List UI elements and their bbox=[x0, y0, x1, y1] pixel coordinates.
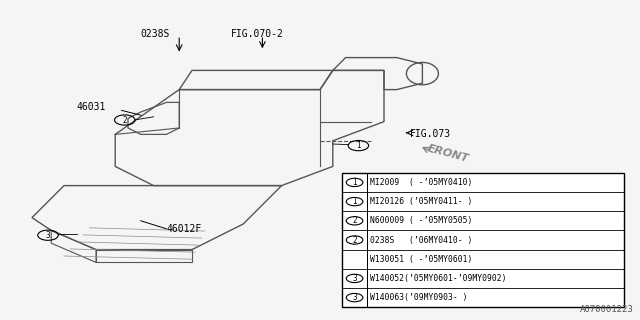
Text: 46012F: 46012F bbox=[166, 224, 202, 234]
Text: 2: 2 bbox=[122, 116, 127, 124]
Text: 1: 1 bbox=[352, 178, 357, 187]
Text: FIG.073: FIG.073 bbox=[410, 129, 451, 140]
Text: 0238S   (’06MY0410- ): 0238S (’06MY0410- ) bbox=[370, 236, 472, 244]
Text: MI20126 (’05MY0411- ): MI20126 (’05MY0411- ) bbox=[370, 197, 472, 206]
Text: 2: 2 bbox=[352, 236, 357, 244]
Text: MI2009  ( -’05MY0410): MI2009 ( -’05MY0410) bbox=[370, 178, 472, 187]
Text: 1: 1 bbox=[352, 197, 357, 206]
FancyBboxPatch shape bbox=[342, 173, 624, 307]
Text: 3: 3 bbox=[352, 293, 357, 302]
Text: 2: 2 bbox=[352, 216, 357, 225]
Text: A070001223: A070001223 bbox=[580, 305, 634, 314]
Text: W140063(’09MY0903- ): W140063(’09MY0903- ) bbox=[370, 293, 467, 302]
Text: 3: 3 bbox=[45, 231, 51, 240]
Text: 3: 3 bbox=[352, 274, 357, 283]
Text: FIG.070-2: FIG.070-2 bbox=[230, 28, 284, 39]
Text: 1: 1 bbox=[356, 141, 361, 150]
Text: FRONT: FRONT bbox=[426, 143, 470, 164]
Text: N600009 ( -’05MY0505): N600009 ( -’05MY0505) bbox=[370, 216, 472, 225]
Text: 0238S: 0238S bbox=[141, 28, 170, 39]
Text: W140052(’05MY0601-’09MY0902): W140052(’05MY0601-’09MY0902) bbox=[370, 274, 506, 283]
Text: 46031: 46031 bbox=[77, 102, 106, 112]
Text: W130051 ( -’05MY0601): W130051 ( -’05MY0601) bbox=[370, 255, 472, 264]
